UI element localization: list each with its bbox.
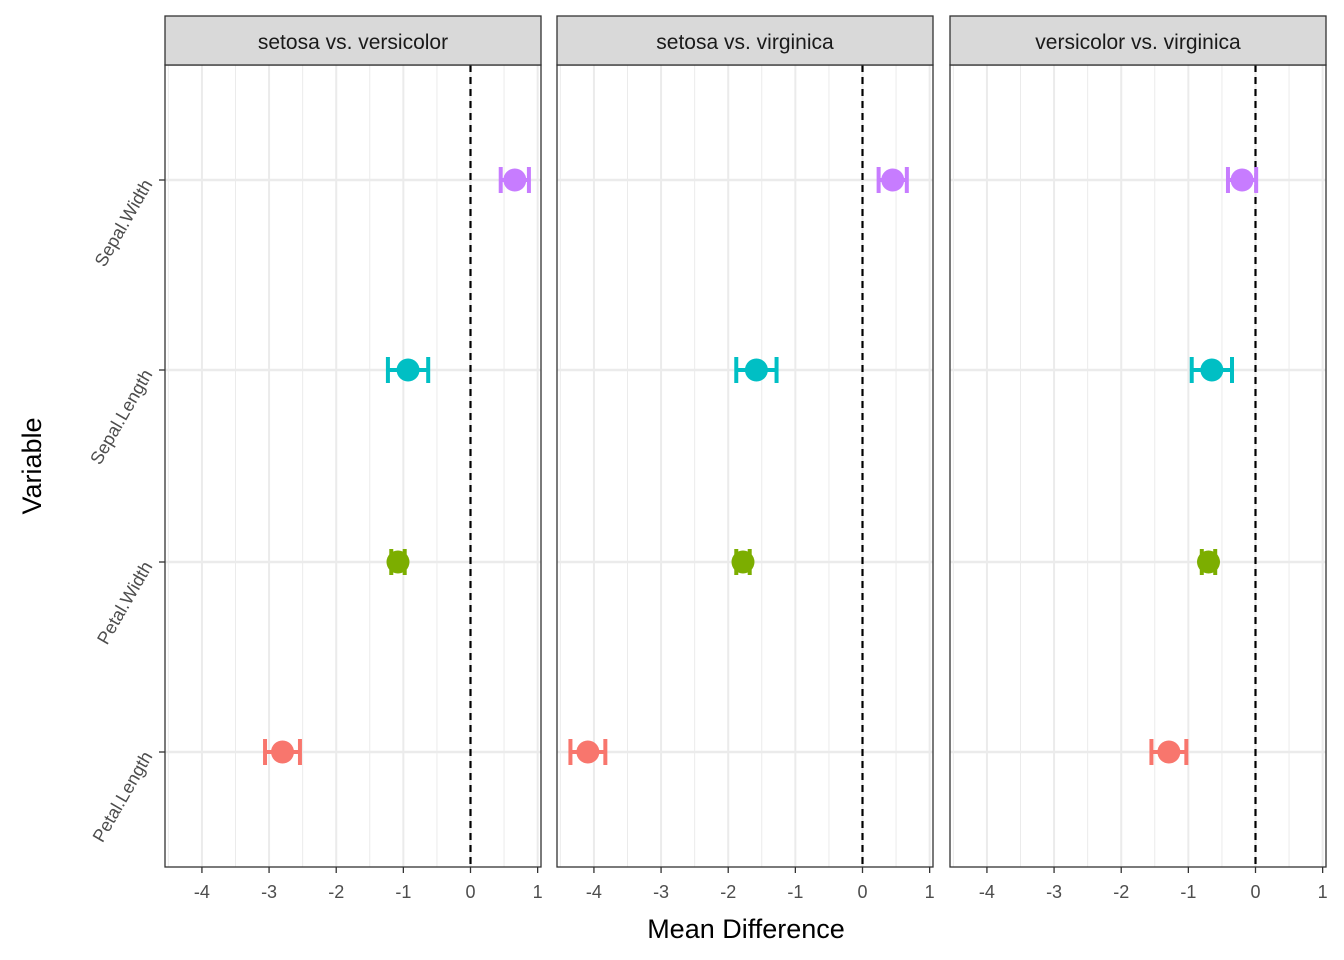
panel-2-background [557,65,933,867]
panel-1-petal-length-point [271,740,294,764]
y-tick-label-petal-width: Petal.Width [93,558,156,648]
panel-1-sepal-length-point [396,358,420,382]
y-axis-title: Variable [17,417,47,514]
y-tick-label-petal-length: Petal.Length [89,748,157,846]
panel-2-sepal-width-point [881,168,905,192]
panel-3-sepal-length-point [1200,358,1224,382]
panel-2-x-tick-label: -1 [787,882,803,902]
y-tick-label-sepal-width: Sepal.Width [91,176,157,270]
panel-3-strip-title: versicolor vs. virginica [1035,31,1241,54]
panel-2-strip [556,15,934,66]
y-tick-label-sepal-length: Sepal.Length [86,366,156,468]
panel-2-sepal-length-point [744,358,768,382]
panel-3-x-tick-label: -1 [1180,882,1196,902]
panel-1-strip [164,15,542,66]
panel-3-strip [949,15,1327,66]
panel-2-x-tick-label: 0 [857,882,867,902]
panel-1-x-tick-label: 0 [465,882,475,902]
panel-1-x-tick-label: 1 [533,882,543,902]
panel-3-x-tick-label: 0 [1250,882,1260,902]
panel-2-x-tick-label: 1 [925,882,935,902]
panel-2-petal-width-point [731,550,755,574]
panel-1-x-tick-label: -4 [194,882,210,902]
panel-3-petal-width-point [1197,550,1220,574]
panel-3-x-tick-label: -3 [1046,882,1062,902]
panel-3-petal-length-point [1157,740,1181,764]
x-axis-title: Mean Difference [647,914,845,944]
panel-1-strip-title: setosa vs. versicolor [258,31,448,54]
panel-1-sepal-width-point [503,168,527,192]
panel-1-background [165,65,541,867]
panel-2-x-tick-label: -4 [586,882,602,902]
panel-1-petal-width-point [386,550,410,574]
panel-1-x-tick-label: -1 [395,882,411,902]
panel-3-sepal-width-point [1230,168,1254,192]
panel-3-x-tick-label: -4 [979,882,995,902]
panel-2-x-tick-label: -3 [653,882,669,902]
panel-2-strip-title: setosa vs. virginica [656,31,834,54]
panel-3-x-tick-label: 1 [1318,882,1328,902]
panel-3-background [950,65,1326,867]
panel-1-x-tick-label: -2 [328,882,344,902]
panel-2-x-tick-label: -2 [720,882,736,902]
panel-1-x-tick-label: -3 [261,882,277,902]
panel-2-petal-length-point [576,740,600,764]
panel-3-x-tick-label: -2 [1113,882,1129,902]
